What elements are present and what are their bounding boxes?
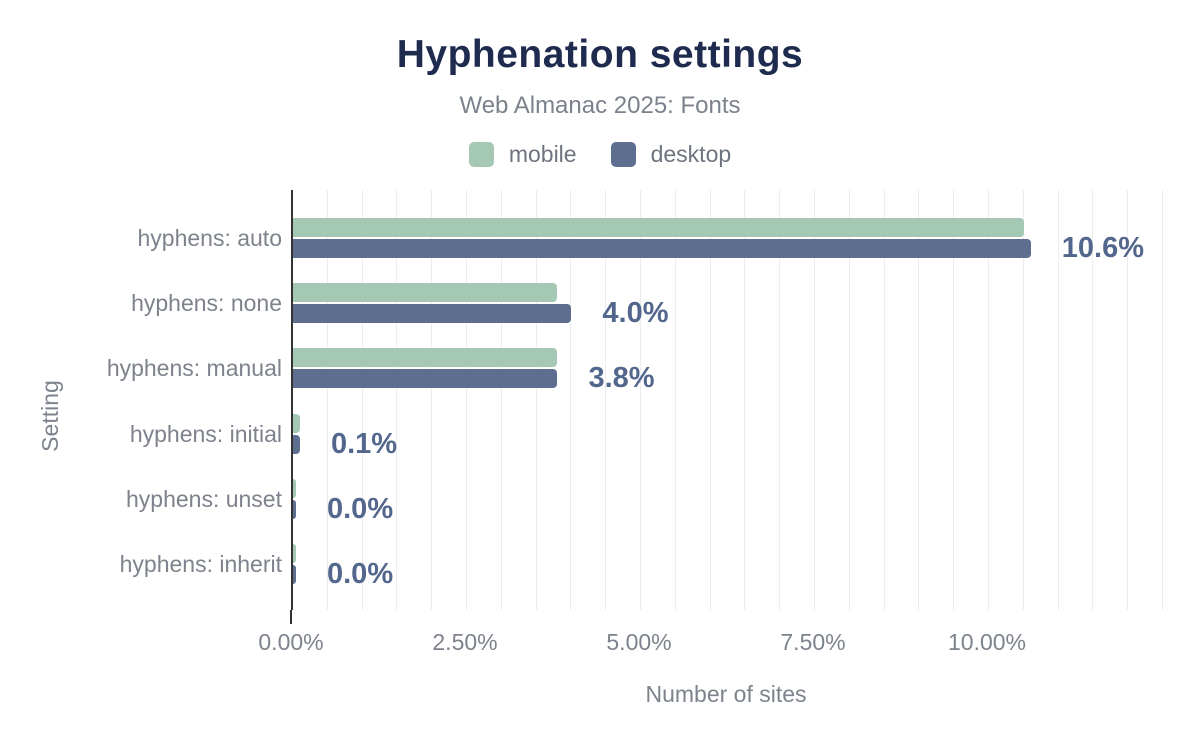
chart-subtitle: Web Almanac 2025: Fonts — [459, 92, 741, 119]
gridline — [883, 190, 885, 610]
gridline — [1162, 190, 1163, 610]
category-label-hyphens-inherit: hyphens: inherit — [119, 551, 282, 577]
gridline — [466, 190, 467, 610]
value-label-hyphens-initial: 0.1% — [330, 427, 398, 460]
gridline — [535, 190, 537, 610]
value-label-hyphens-inherit: 0.0% — [327, 558, 394, 590]
gridline — [953, 190, 955, 610]
gridline — [709, 190, 711, 610]
bar-mobile-hyphens-inherit[interactable] — [293, 544, 296, 563]
gridline — [1022, 190, 1024, 610]
legend-label-desktop: desktop — [650, 141, 732, 167]
bar-desktop-hyphens-auto[interactable] — [293, 239, 1031, 258]
x-tick-label-250: 2.50% — [432, 629, 498, 655]
bar-mobile-hyphens-initial[interactable] — [293, 413, 300, 433]
bar-desktop-hyphens-initial[interactable] — [293, 434, 300, 454]
gridline — [361, 190, 363, 610]
value-label-hyphens-unset: 0.0% — [327, 492, 394, 525]
gridline — [814, 190, 815, 610]
x-tick-label-000: 0.00% — [258, 629, 324, 655]
legend-item-mobile[interactable]: mobile — [468, 141, 577, 168]
bar-mobile-hyphens-manual[interactable] — [293, 348, 558, 368]
bar-desktop-hyphens-inherit[interactable] — [293, 565, 296, 584]
value-label-hyphens-auto: 10.6% — [1061, 232, 1144, 264]
gridline — [326, 190, 328, 610]
bar-desktop-hyphens-unset[interactable] — [293, 499, 296, 519]
gridline — [1127, 190, 1129, 610]
gridline — [605, 190, 607, 610]
x-axis-label: Number of sites — [645, 681, 807, 707]
desktop-swatch-icon — [610, 142, 636, 167]
bar-mobile-hyphens-unset[interactable] — [293, 478, 296, 498]
bar-desktop-hyphens-none[interactable] — [293, 304, 572, 324]
gridline — [396, 190, 398, 610]
gridline — [848, 190, 850, 610]
legend-item-desktop[interactable]: desktop — [610, 141, 732, 168]
category-label-hyphens-initial: hyphens: initial — [129, 420, 282, 447]
gridline — [744, 190, 746, 610]
x-tick-label-1000: 10.00% — [947, 629, 1027, 655]
value-label-hyphens-none: 4.0% — [602, 297, 669, 330]
bar-mobile-hyphens-none[interactable] — [293, 283, 558, 303]
gridline — [431, 190, 433, 610]
bar-desktop-hyphens-manual[interactable] — [293, 369, 558, 389]
value-label-hyphens-manual: 3.8% — [588, 362, 655, 395]
gridline — [674, 190, 676, 610]
gridline — [570, 190, 572, 610]
gridline — [918, 190, 920, 610]
category-label-hyphens-unset: hyphens: unset — [125, 485, 282, 512]
legend: mobile desktop — [0, 141, 1200, 168]
gridline — [988, 190, 989, 610]
gridline — [779, 190, 781, 610]
mobile-swatch-icon — [468, 142, 494, 167]
gridline — [1092, 190, 1094, 610]
category-label-hyphens-manual: hyphens: manual — [106, 355, 282, 382]
category-label-hyphens-auto: hyphens: auto — [137, 225, 282, 251]
x-tick-label-750: 7.50% — [780, 629, 846, 655]
x-tick-label-500: 5.00% — [606, 629, 672, 655]
gridline — [500, 190, 502, 610]
gridline — [1057, 190, 1059, 610]
bar-mobile-hyphens-auto[interactable] — [293, 218, 1024, 237]
gridline — [640, 190, 641, 610]
legend-label-mobile: mobile — [508, 141, 577, 167]
plot-area: 10.6% 4.0% 3.8% 0.1% 0.0% 0.0% — [291, 190, 1163, 610]
category-label-hyphens-none: hyphens: none — [131, 290, 282, 317]
x-axis-zero-tick — [290, 610, 292, 624]
page-title: Hyphenation settings — [396, 33, 804, 76]
